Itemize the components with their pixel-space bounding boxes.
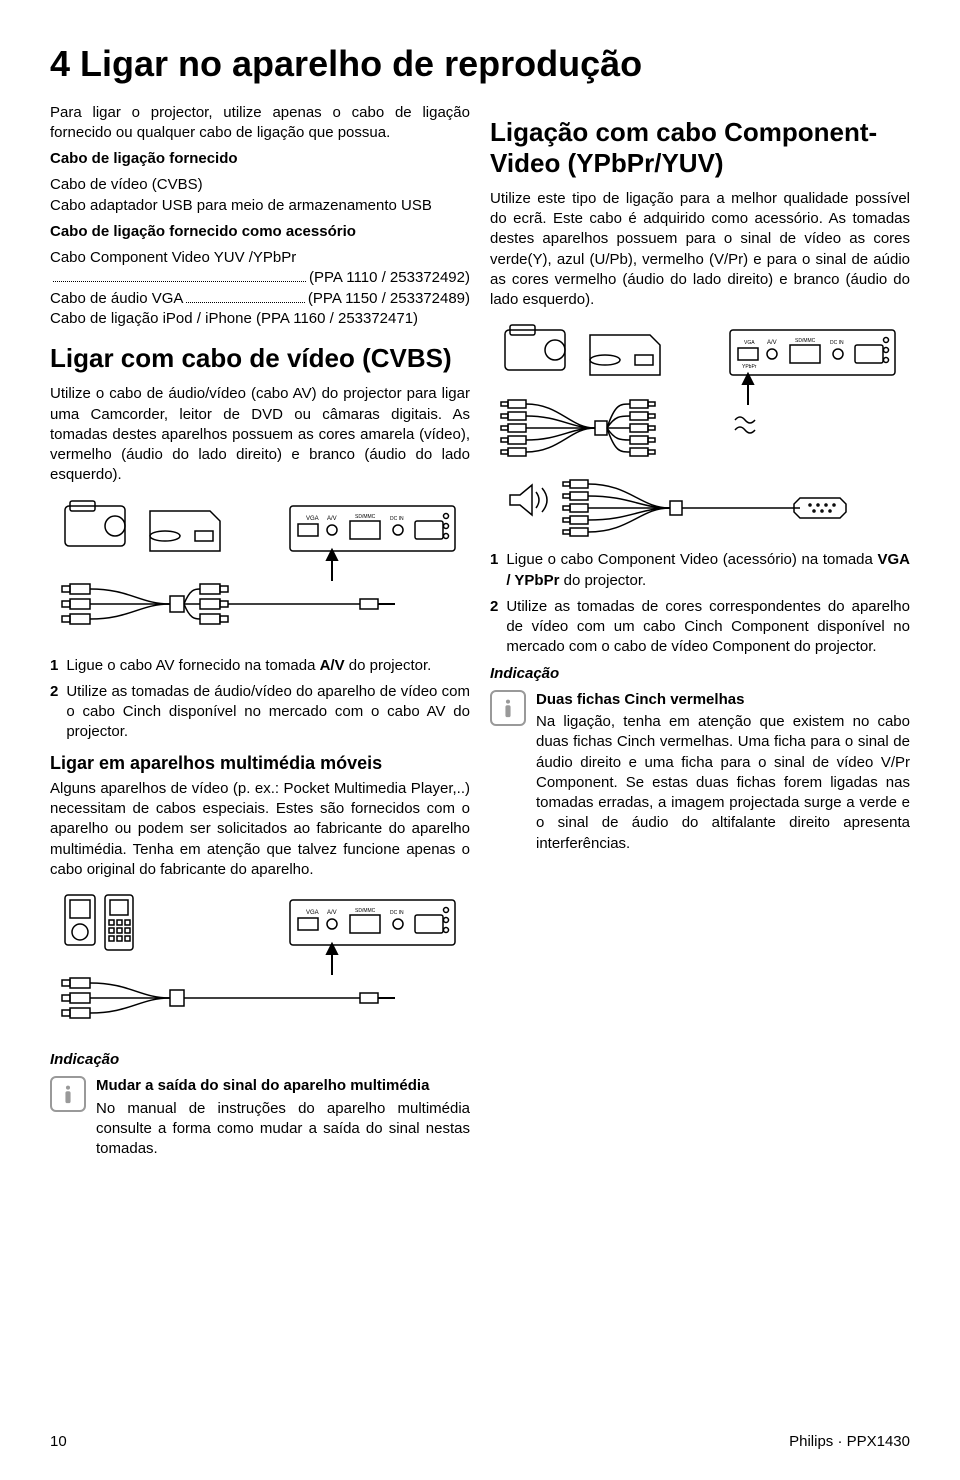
- page-footer: 10 Philips · PPX1430: [50, 1432, 910, 1452]
- svg-text:DC IN: DC IN: [390, 910, 404, 916]
- note-label: Indicação: [50, 1050, 470, 1070]
- note-label: Indicação: [490, 664, 910, 684]
- accessory-row: (PPA 1110 / 253372492): [50, 268, 470, 288]
- note-title: Mudar a saída do sinal do aparelho multi…: [96, 1076, 470, 1096]
- accessory-row: Cabo Component Video YUV /YPbPr: [50, 248, 470, 268]
- svg-text:SD/MMC: SD/MMC: [795, 338, 816, 344]
- note-box: Duas fichas Cinch vermelhas Na ligação, …: [490, 690, 910, 860]
- accessory-title: Cabo de ligação fornecido como acessório: [50, 222, 470, 242]
- ypbpr-illustration: VGA YPbPr A/V SD/MMC DC IN: [490, 320, 910, 540]
- svg-text:SD/MMC: SD/MMC: [355, 908, 376, 914]
- svg-text:DC IN: DC IN: [830, 340, 844, 346]
- accessory-list: Cabo Component Video YUV /YPbPr (PPA 111…: [50, 248, 470, 329]
- intro-text: Para ligar o projector, utilize apenas o…: [50, 103, 470, 144]
- supplied-item-1: Cabo de vídeo (CVBS): [50, 175, 470, 195]
- cvbs-heading: Ligar com cabo de vídeo (CVBS): [50, 343, 470, 374]
- ypbpr-heading: Ligação com cabo Component-Video (YPbPr/…: [490, 117, 910, 179]
- svg-text:SD/MMC: SD/MMC: [355, 514, 376, 520]
- footer-brand: Philips · PPX1430: [789, 1432, 910, 1452]
- page-number: 10: [50, 1432, 67, 1452]
- cvbs-paragraph: Utilize o cabo de áudio/vídeo (cabo AV) …: [50, 384, 470, 485]
- note-body-text: Na ligação, tenha em atenção que existem…: [536, 712, 910, 854]
- right-column: Ligação com cabo Component-Video (YPbPr/…: [490, 103, 910, 1176]
- svg-text:A/V: A/V: [327, 516, 337, 522]
- note-box: Mudar a saída do sinal do aparelho multi…: [50, 1076, 470, 1165]
- cvbs-illustration: VGA A/V SD/MMC DC IN: [50, 496, 470, 646]
- svg-text:VGA: VGA: [306, 516, 319, 522]
- left-column: Para ligar o projector, utilize apenas o…: [50, 103, 470, 1176]
- note-title: Duas fichas Cinch vermelhas: [536, 690, 910, 710]
- svg-text:VGA: VGA: [306, 910, 319, 916]
- step-item: 2Utilize as tomadas de áudio/vídeo do ap…: [50, 682, 470, 743]
- svg-text:A/V: A/V: [327, 910, 337, 916]
- step-item: 1Ligue o cabo AV fornecido na tomada A/V…: [50, 656, 470, 676]
- note-body-text: No manual de instruções do aparelho mult…: [96, 1099, 470, 1160]
- ypbpr-steps: 1Ligue o cabo Component Video (acessório…: [490, 550, 910, 657]
- accessory-row: Cabo de áudio VGA(PPA 1150 / 253372489): [50, 289, 470, 309]
- step-item: 1Ligue o cabo Component Video (acessório…: [490, 550, 910, 591]
- mobile-illustration: VGA A/V SD/MMC DC IN: [50, 890, 470, 1040]
- svg-text:A/V: A/V: [767, 340, 777, 346]
- svg-text:YPbPr: YPbPr: [742, 364, 757, 370]
- page-title: 4 Ligar no aparelho de reprodução: [50, 40, 910, 89]
- ypbpr-paragraph: Utilize este tipo de ligação para a melh…: [490, 189, 910, 311]
- mobile-paragraph: Alguns aparelhos de vídeo (p. ex.: Pocke…: [50, 779, 470, 880]
- supplied-title: Cabo de ligação fornecido: [50, 149, 470, 169]
- svg-text:VGA: VGA: [744, 340, 755, 346]
- supplied-item-2: Cabo adaptador USB para meio de armazena…: [50, 196, 470, 216]
- cvbs-steps: 1Ligue o cabo AV fornecido na tomada A/V…: [50, 656, 470, 743]
- info-icon: [490, 690, 526, 726]
- accessory-row: Cabo de ligação iPod / iPhone (PPA 1160 …: [50, 309, 470, 329]
- mobile-heading: Ligar em aparelhos multimédia móveis: [50, 751, 470, 775]
- svg-text:DC IN: DC IN: [390, 516, 404, 522]
- step-item: 2Utilize as tomadas de cores corresponde…: [490, 597, 910, 658]
- info-icon: [50, 1076, 86, 1112]
